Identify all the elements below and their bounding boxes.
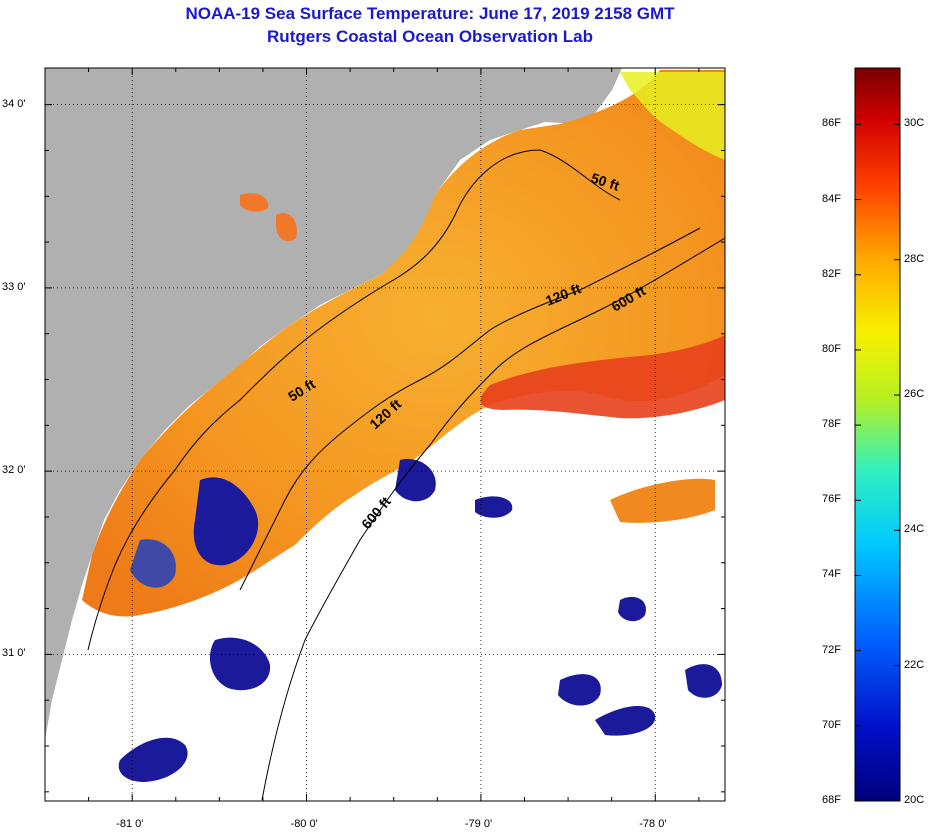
warm-water-band (82, 70, 725, 617)
isobath-120ft (239, 227, 701, 591)
inland-lake (276, 213, 297, 242)
cold-patch (475, 496, 513, 518)
colorbar-f-label: 82F (822, 267, 841, 280)
lat-lon-grid (45, 68, 725, 801)
colorbar-f-label: 68F (822, 794, 841, 806)
map-subtitle: Rutgers Coastal Ocean Observation Lab (267, 27, 593, 46)
inland-lake (240, 193, 269, 212)
cold-patch (130, 539, 176, 588)
lon-tick-label: -78 0' (639, 818, 667, 830)
isobath-600ft (261, 237, 725, 801)
colorbar-c-label: 28C (904, 252, 925, 265)
colorbar-f-label: 70F (822, 718, 841, 731)
cold-patch (558, 674, 601, 706)
hot-stream-band (480, 335, 725, 419)
lon-tick-label: -79 0' (464, 818, 493, 830)
colorbar-f-label: 86F (822, 117, 841, 130)
colorbar-f-label: 80F (822, 342, 841, 355)
cold-patch (193, 477, 259, 566)
cold-patch (209, 637, 271, 691)
colorbar-f-label: 76F (822, 493, 841, 506)
axis-ticks (44, 68, 725, 801)
lat-tick-label: 32 0' (2, 464, 26, 477)
lat-tick-label: 33 0' (2, 280, 26, 293)
colorbar-f-label: 72F (822, 643, 841, 656)
cold-patch (685, 664, 722, 698)
colorbar-c-label: 22C (904, 658, 925, 671)
land (45, 68, 622, 740)
colorbar-c-label: 26C (904, 388, 925, 401)
colorbar-ticks (855, 123, 900, 802)
isobath-50ft (87, 149, 621, 651)
colorbar-c-label: 24C (904, 523, 925, 536)
cold-patch (595, 705, 656, 736)
colorbar-c-label: 20C (904, 794, 925, 806)
colorbar-f-label: 74F (822, 568, 841, 581)
colorbar-c-label: 30C (904, 117, 925, 130)
colorbar-f-label: 84F (822, 192, 841, 205)
lat-tick-label: 34 0' (2, 97, 26, 110)
map-title: NOAA-19 Sea Surface Temperature: June 17… (185, 4, 675, 23)
map-frame (44, 67, 726, 802)
lon-tick-label: -80 0' (290, 818, 318, 830)
colorbar (854, 67, 901, 802)
cold-patch (118, 737, 188, 782)
warm-patch (610, 478, 715, 523)
lat-tick-label: 31 0' (2, 647, 26, 660)
colorbar-f-label: 78F (822, 418, 841, 431)
lon-tick-label: -81 0' (116, 818, 144, 830)
cold-patch (395, 459, 436, 502)
nearshore-yellow (620, 72, 725, 160)
cold-patch (618, 596, 646, 622)
